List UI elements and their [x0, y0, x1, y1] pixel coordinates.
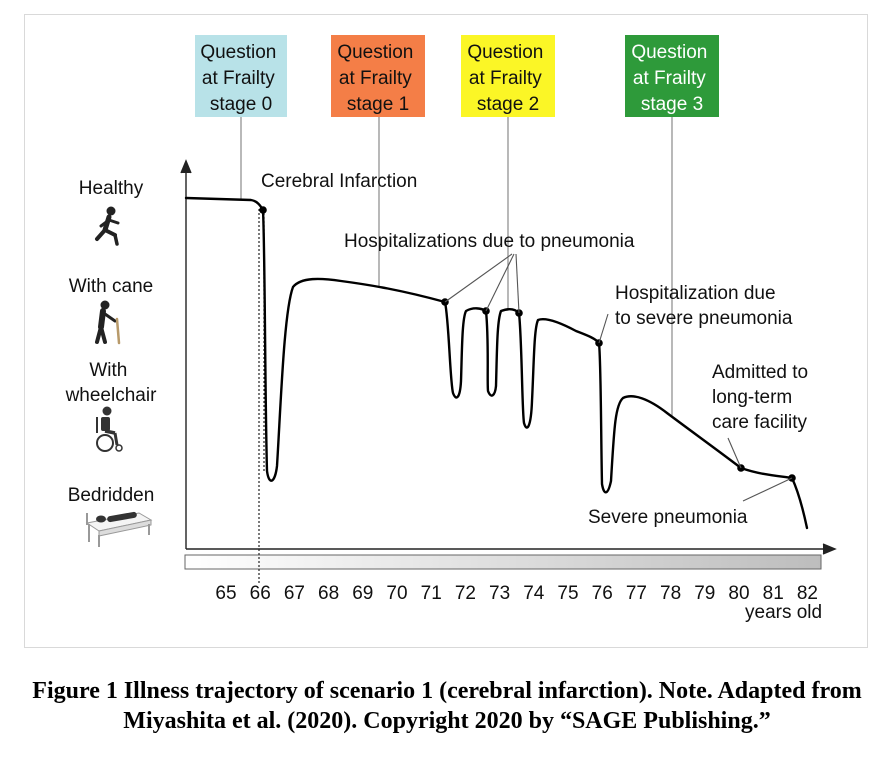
- x-tick-label: 72: [455, 583, 476, 604]
- stage-1-box: [331, 35, 425, 117]
- axes: [180, 159, 837, 555]
- marker-cerebral-infarction: [259, 206, 267, 214]
- person-with-cane-icon: [95, 300, 121, 345]
- illness-trajectory-figure: Question at Frailty stage 0 Question at …: [24, 14, 868, 648]
- level-label-with-cane: With cane: [69, 276, 153, 297]
- x-tick-label: 68: [318, 583, 339, 604]
- annotation-admitted: Admitted to long-term care facility: [712, 362, 813, 433]
- stage-0-box: [195, 35, 287, 117]
- x-tick-label: 77: [626, 583, 647, 604]
- level-label-healthy: Healthy: [79, 178, 144, 199]
- annotation-hospitalizations: Hospitalizations due to pneumonia: [344, 231, 635, 252]
- running-person-icon: [95, 206, 120, 246]
- x-tick-label: 80: [728, 583, 749, 604]
- stage-2-box: [461, 35, 555, 117]
- x-tick-label: 76: [592, 583, 613, 604]
- annotation-leaders: [444, 253, 793, 502]
- x-tick-label: 69: [352, 583, 373, 604]
- x-tick-label: 81: [763, 583, 784, 604]
- x-tick-label: 70: [386, 583, 407, 604]
- x-tick-label: 65: [215, 583, 236, 604]
- x-tick-label: 67: [284, 583, 305, 604]
- x-axis-arrow-icon: [822, 543, 837, 555]
- annotation-cerebral-infarction: Cerebral Infarction: [261, 171, 417, 192]
- y-axis-arrow-icon: [180, 159, 192, 174]
- trajectory-curve: [184, 196, 809, 530]
- figure-caption: Figure 1 Illness trajectory of scenario …: [32, 678, 862, 734]
- stage-3-label: Question at Frailty stage 3: [631, 42, 712, 115]
- frailty-stage-0: Question at Frailty stage 0: [195, 35, 287, 117]
- wheelchair-icon: [96, 406, 123, 452]
- x-tick-label: 73: [489, 583, 510, 604]
- stage-3-box: [625, 35, 719, 117]
- x-axis-unit: years old: [745, 602, 822, 623]
- trajectory-diagram: Question at Frailty stage 0 Question at …: [65, 35, 837, 623]
- level-label-bedridden: Bedridden: [68, 485, 155, 506]
- level-label-with-wheelchair: With wheelchair: [65, 360, 157, 406]
- frailty-stage-3: Question at Frailty stage 3: [625, 35, 719, 117]
- frailty-stage-2: Question at Frailty stage 2: [461, 35, 555, 117]
- annotation-severe-hospitalization: Hospitalization due to severe pneumonia: [615, 283, 793, 329]
- stage-2-label: Question at Frailty stage 2: [467, 42, 548, 115]
- stage-connector-lines: [240, 117, 673, 416]
- bedridden-icon: [85, 511, 153, 547]
- x-tick-label: 71: [421, 583, 442, 604]
- stage-1-label: Question at Frailty stage 1: [337, 42, 418, 115]
- x-tick-labels: 65 66 67 68 69 70 71 72 73 74 75 76 77 78 79 80 81 82: [215, 583, 818, 604]
- x-tick-label: 74: [523, 583, 545, 604]
- x-tick-label: 79: [694, 583, 715, 604]
- x-tick-label: 78: [660, 583, 681, 604]
- stage-0-label: Question at Frailty stage 0: [200, 42, 281, 115]
- annotation-severe-pneumonia: Severe pneumonia: [588, 507, 748, 528]
- time-bar: [184, 554, 822, 570]
- x-tick-label: 82: [797, 583, 818, 604]
- x-tick-label: 75: [557, 583, 578, 604]
- frailty-stage-1: Question at Frailty stage 1: [331, 35, 425, 117]
- x-tick-label: 66: [250, 583, 271, 604]
